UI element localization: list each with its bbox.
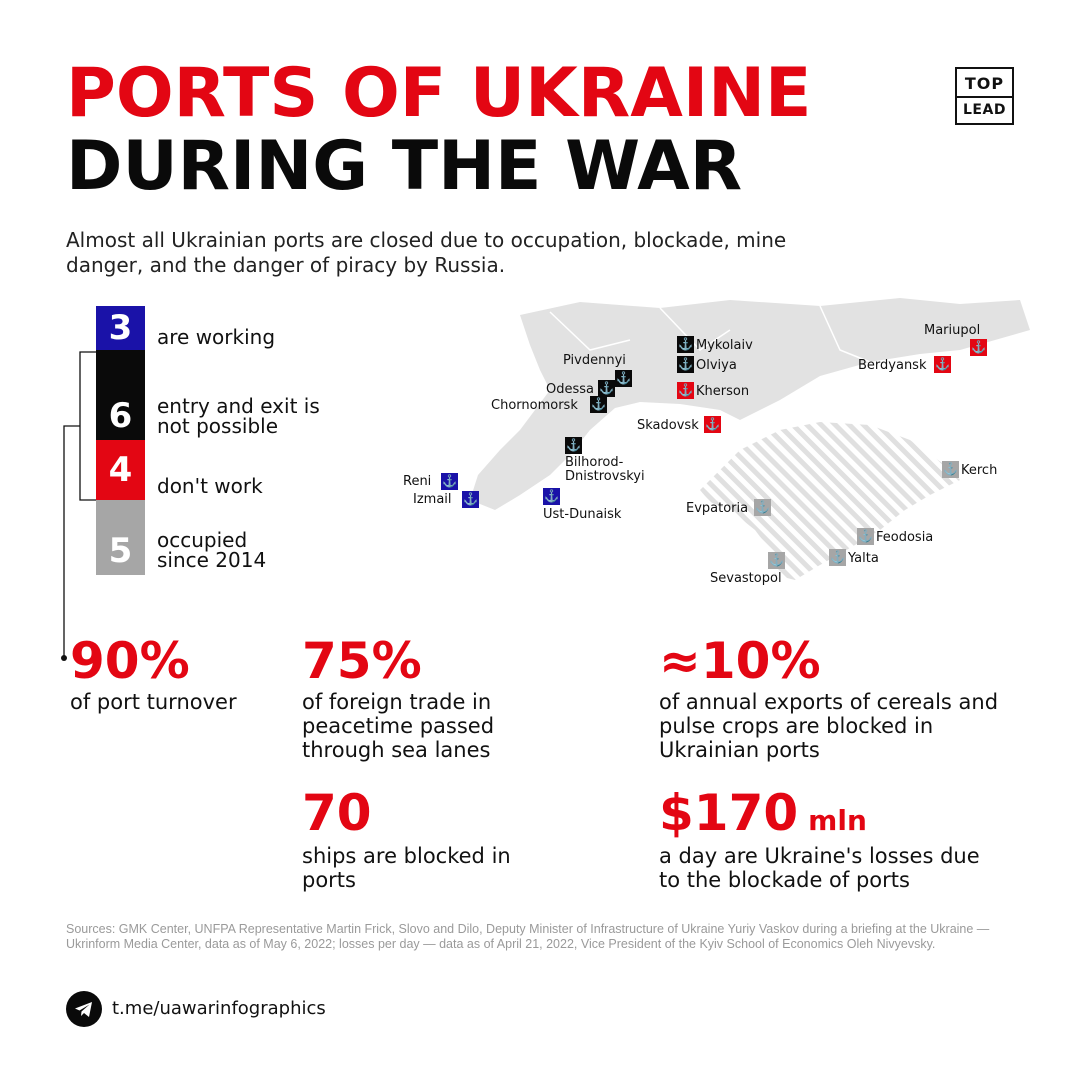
stat-text-daily-losses: a day are Ukraine's losses due to the bl… xyxy=(659,844,980,892)
legend-bracket xyxy=(61,351,96,661)
port-label-berdyansk: Berdyansk xyxy=(858,358,927,373)
subtitle: Almost all Ukrainian ports are closed du… xyxy=(66,228,787,277)
legend-label-not-working: don't work xyxy=(157,474,263,498)
anchor-icon-berdyansk: ⚓ xyxy=(934,356,951,373)
stat-value-daily-losses-unit: mln xyxy=(808,804,867,837)
anchor-icon-evpatoria: ⚓ xyxy=(754,499,771,516)
legend-label-occupied: occupied since 2014 xyxy=(157,528,267,572)
top-lead-logo: TOP LEAD xyxy=(955,67,1014,125)
stat-text-port-turnover: of port turnover xyxy=(70,690,237,714)
port-label-pivdennyi: Pivdennyi xyxy=(563,353,626,368)
anchor-icon-izmail: ⚓ xyxy=(462,491,479,508)
sources-note: Sources: GMK Center, UNFPA Representativ… xyxy=(66,922,990,951)
anchor-icon-mariupol: ⚓ xyxy=(970,339,987,356)
port-label-olviya: Olviya xyxy=(696,358,737,373)
logo-bottom-text: LEAD xyxy=(963,102,1006,118)
anchor-icon-bilhorod-dnistrovskyi: ⚓ xyxy=(565,437,582,454)
port-label-izmail: Izmail xyxy=(413,492,452,507)
legend-label-working: are working xyxy=(157,325,276,349)
port-label-mykolaiv: Mykolaiv xyxy=(696,338,753,353)
logo-top-text: TOP xyxy=(964,74,1005,93)
stat-value-foreign-trade: 75% xyxy=(302,632,422,690)
port-label-ust-dunaisk: Ust-Dunaisk xyxy=(543,507,622,522)
stat-value-port-turnover: 90% xyxy=(70,632,190,690)
anchor-icon-pivdennyi: ⚓ xyxy=(615,370,632,387)
port-label-yalta: Yalta xyxy=(848,551,879,566)
anchor-icon-yalta: ⚓ xyxy=(829,549,846,566)
stat-value-cereal-exports: ≈10% xyxy=(659,632,821,690)
legend-label-blocked: entry and exit is not possible xyxy=(157,394,320,438)
port-label-reni: Reni xyxy=(403,474,432,489)
port-label-feodosia: Feodosia xyxy=(876,530,934,545)
ukraine-coast-map xyxy=(470,298,1030,580)
port-label-chornomorsk: Chornomorsk xyxy=(491,398,578,413)
port-label-sevastopol: Sevastopol xyxy=(710,571,782,586)
stat-value-daily-losses-amount: $170 xyxy=(659,784,799,842)
anchor-icon-odessa: ⚓ xyxy=(598,380,615,397)
anchor-icon-olviya: ⚓ xyxy=(677,356,694,373)
anchor-icon-skadovsk: ⚓ xyxy=(704,416,721,433)
legend-count-working: 3 xyxy=(96,306,145,350)
stat-text-foreign-trade: of foreign trade in peacetime passed thr… xyxy=(302,690,495,762)
anchor-icon-sevastopol: ⚓ xyxy=(768,552,785,569)
port-label-bilhorod-dnistrovskyi: Bilhorod-Dnistrovskyi xyxy=(565,455,645,484)
anchor-icon-ust-dunaisk: ⚓ xyxy=(543,488,560,505)
legend-count-blocked: 6 xyxy=(96,350,145,440)
port-label-kherson: Kherson xyxy=(696,384,750,399)
legend-count-occupied: 5 xyxy=(96,500,145,575)
legend-count-not-working: 4 xyxy=(96,440,145,500)
port-label-kerch: Kerch xyxy=(961,463,998,478)
stat-text-cereal-exports: of annual exports of cereals and pulse c… xyxy=(659,690,999,762)
stat-value-ships-blocked: 70 xyxy=(302,784,372,842)
port-label-evpatoria: Evpatoria xyxy=(686,501,749,516)
title-line-1: PORTS OF UKRAINE xyxy=(66,54,812,133)
port-label-skadovsk: Skadovsk xyxy=(637,418,699,433)
title-line-2: DURING THE WAR xyxy=(66,127,743,206)
telegram-channel-link[interactable]: t.me/uawarinfographics xyxy=(112,998,326,1019)
port-label-odessa: Odessa xyxy=(546,382,594,397)
anchor-icon-kherson: ⚓ xyxy=(677,382,694,399)
anchor-icon-kerch: ⚓ xyxy=(942,461,959,478)
anchor-icon-mykolaiv: ⚓ xyxy=(677,336,694,353)
stat-text-ships-blocked: ships are blocked in ports xyxy=(302,844,511,892)
anchor-icon-chornomorsk: ⚓ xyxy=(590,396,607,413)
port-label-mariupol: Mariupol xyxy=(924,323,981,338)
telegram-icon[interactable] xyxy=(66,991,102,1027)
stat-value-daily-losses: $170 mln xyxy=(659,788,867,846)
anchor-icon-feodosia: ⚓ xyxy=(857,528,874,545)
anchor-icon-reni: ⚓ xyxy=(441,473,458,490)
